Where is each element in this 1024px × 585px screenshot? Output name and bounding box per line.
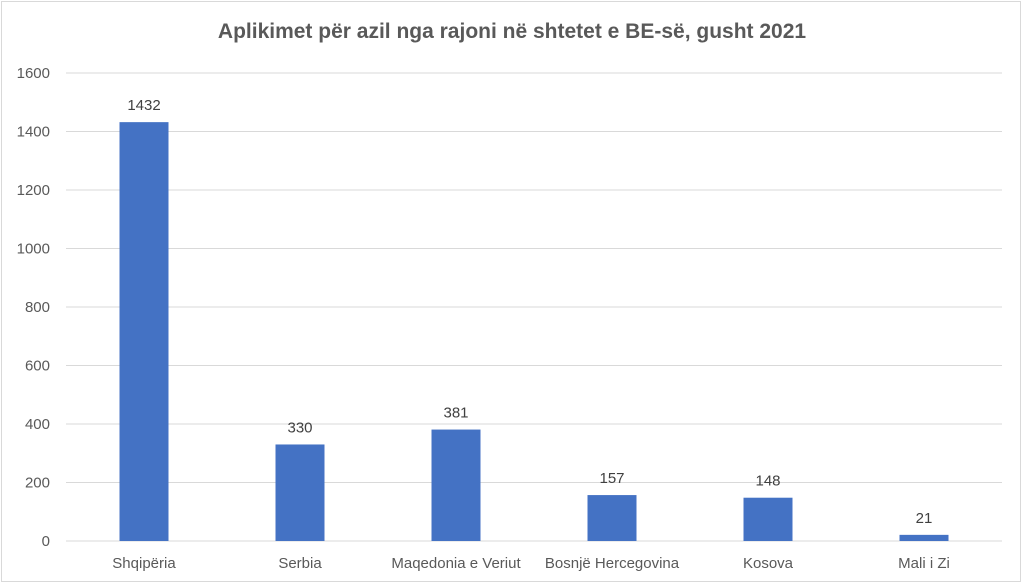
bar: [431, 429, 481, 541]
y-tick-label: 1600: [17, 65, 50, 82]
bar: [119, 122, 169, 541]
y-axis-ticks: 0 200 400 600 800 1000 1200 1400 1600: [17, 65, 50, 550]
category-label: Mali i Zi: [898, 555, 950, 572]
category-label: Serbia: [278, 555, 322, 572]
y-tick-label: 400: [25, 416, 50, 433]
y-tick-label: 200: [25, 475, 50, 492]
data-label: 148: [755, 473, 780, 490]
x-axis-categories: Shqipëria Serbia Maqedonia e Veriut Bosnjë …: [112, 555, 950, 572]
bar: [587, 495, 637, 541]
data-label: 157: [599, 470, 624, 487]
data-label: 330: [287, 419, 312, 436]
y-tick-label: 1200: [17, 182, 50, 199]
bars: [119, 122, 949, 541]
y-tick-label: 1000: [17, 241, 50, 258]
category-label: Kosova: [743, 555, 794, 572]
bar: [899, 534, 949, 541]
y-tick-label: 0: [42, 533, 50, 550]
data-labels: 1432 330 381 157 148 21: [127, 97, 932, 527]
y-tick-label: 800: [25, 299, 50, 316]
bar: [275, 444, 325, 541]
data-label: 381: [443, 405, 468, 422]
category-label: Maqedonia e Veriut: [391, 555, 521, 572]
data-label: 21: [916, 510, 933, 527]
category-label: Bosnjë Hercegovina: [545, 555, 680, 572]
chart-title: Aplikimet për azil nga rajoni në shtetet…: [217, 20, 807, 43]
gridlines: [66, 72, 1002, 542]
data-label: 1432: [127, 97, 160, 114]
y-tick-label: 1400: [17, 124, 50, 141]
category-label: Shqipëria: [112, 555, 176, 572]
bar: [743, 497, 793, 541]
y-tick-label: 600: [25, 358, 50, 375]
